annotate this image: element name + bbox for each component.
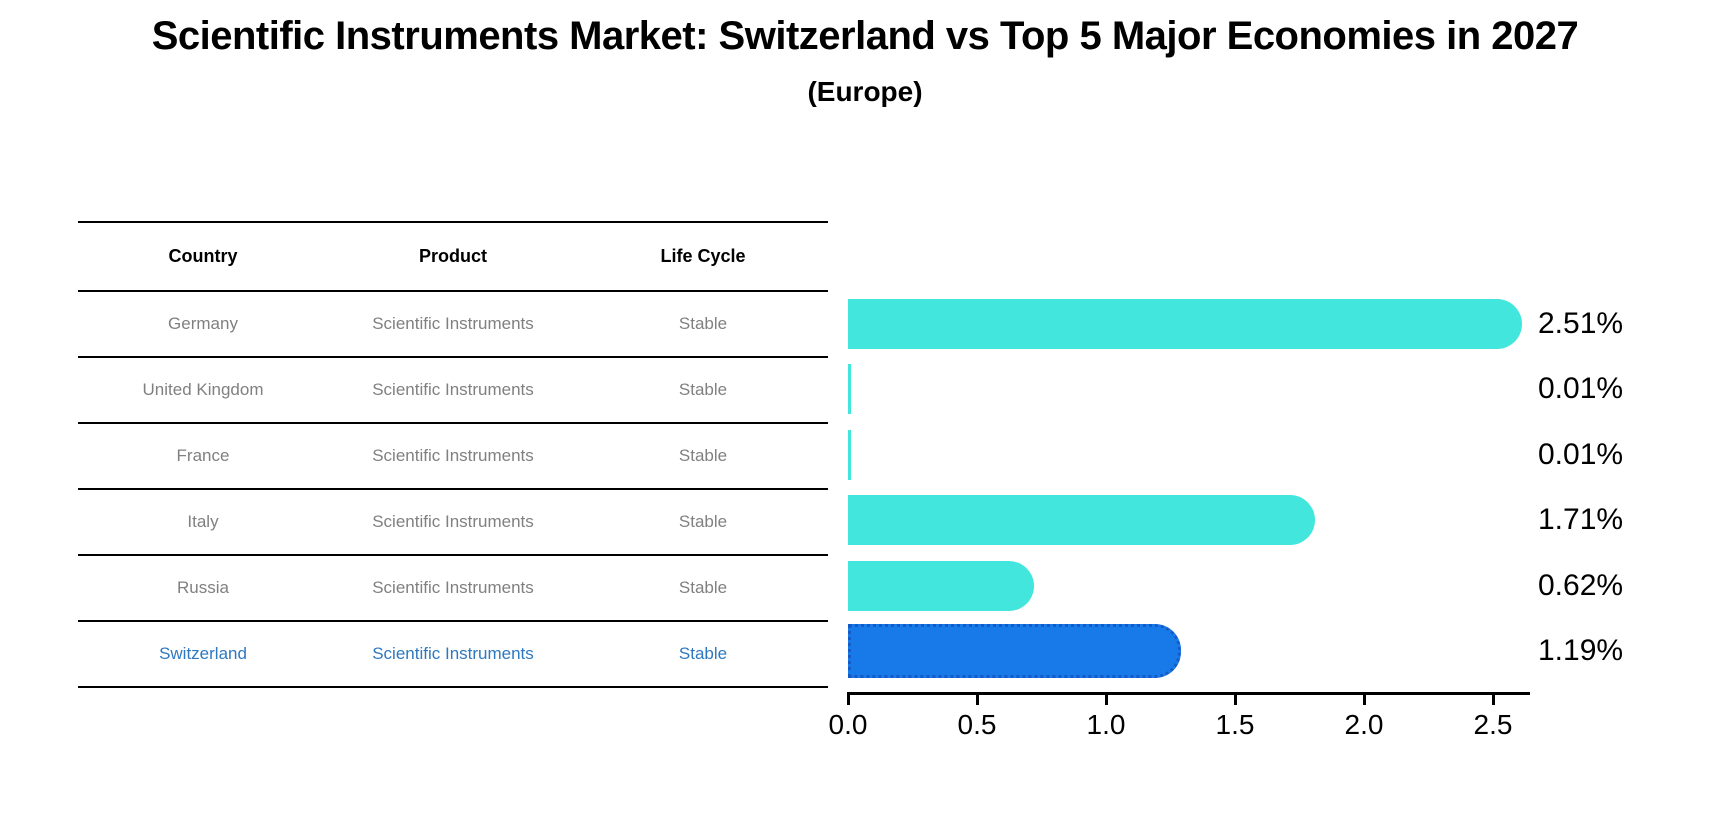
country-cell: United Kingdom (142, 380, 264, 399)
figure-subtitle: (Europe) (807, 76, 923, 107)
country-cell: France (176, 446, 230, 465)
table-row-switzerland: Switzerland Scientific Instruments Stable (78, 621, 828, 687)
table-row-united-kingdom: United Kingdom Scientific Instruments Stab… (78, 357, 828, 423)
table-column-header-product: Product (418, 246, 487, 266)
x-axis-tick-label: 1.5 (1215, 709, 1255, 740)
product-cell: Scientific Instruments (372, 578, 534, 597)
product-cell: Scientific Instruments (372, 380, 534, 399)
lifecycle-cell: Stable (678, 380, 728, 399)
table-row-germany: Germany Scientific Instruments Stable (78, 291, 828, 357)
x-axis-tick (1234, 695, 1237, 705)
country-cell: Germany (168, 314, 238, 333)
lifecycle-cell: Stable (678, 644, 728, 663)
bar-value-label-france: 0.01% (1538, 437, 1624, 471)
bar-value-label-italy: 1.71% (1538, 503, 1624, 537)
table-column-header-country: Country (168, 246, 238, 266)
product-cell: Scientific Instruments (372, 644, 534, 663)
table-header-row: Country Product Life Cycle (78, 222, 828, 291)
country-cell: Switzerland (159, 644, 247, 663)
x-axis-tick (1105, 695, 1108, 705)
product-cell: Scientific Instruments (372, 314, 534, 333)
lifecycle-cell: Stable (678, 446, 728, 465)
bar-value-label-russia: 0.62% (1538, 568, 1624, 602)
bar-value-label-united-kingdom: 0.01% (1538, 372, 1624, 406)
table-column-header-life-cycle: Life Cycle (660, 246, 746, 266)
table-row-italy: Italy Scientific Instruments Stable (78, 489, 828, 555)
x-axis-tick-label: 0.0 (828, 709, 868, 740)
x-axis-tick-label: 0.5 (957, 709, 997, 740)
market-table: Country Product Life Cycle Germany Scientif… (78, 221, 828, 688)
product-cell: Scientific Instruments (372, 446, 534, 465)
lifecycle-cell: Stable (678, 512, 728, 531)
table-row-france: France Scientific Instruments Stable (78, 423, 828, 489)
lifecycle-cell: Stable (678, 314, 728, 333)
lifecycle-cell: Stable (678, 578, 728, 597)
x-axis-tick-label: 1.0 (1086, 709, 1126, 740)
bar-switzerland (848, 624, 1182, 678)
x-axis-tick-label: 2.5 (1473, 709, 1513, 740)
x-axis-line (847, 692, 1531, 695)
bar-russia (848, 560, 1034, 611)
product-cell: Scientific Instruments (372, 512, 534, 531)
country-cell: Russia (177, 578, 229, 597)
bar-germany (848, 299, 1522, 349)
x-axis-tick (976, 695, 979, 705)
bar-value-label-switzerland: 1.19% (1538, 634, 1624, 667)
country-cell: Italy (187, 512, 219, 531)
x-axis-tick (1363, 695, 1366, 705)
figure-title: Scientific Instruments Market: Switzerla… (151, 14, 1579, 58)
bar-italy (848, 495, 1316, 546)
x-axis-tick (1492, 695, 1495, 705)
x-axis-tick-label: 2.0 (1344, 709, 1384, 740)
market-table-container: Country Product Life Cycle Germany Scientif… (78, 221, 828, 688)
bar-value-label-germany: 2.51% (1538, 307, 1624, 340)
bar-france (848, 429, 851, 480)
bar-united-kingdom (848, 364, 851, 415)
table-row-russia: Russia Scientific Instruments Stable (78, 555, 828, 621)
x-axis-tick (847, 695, 850, 705)
